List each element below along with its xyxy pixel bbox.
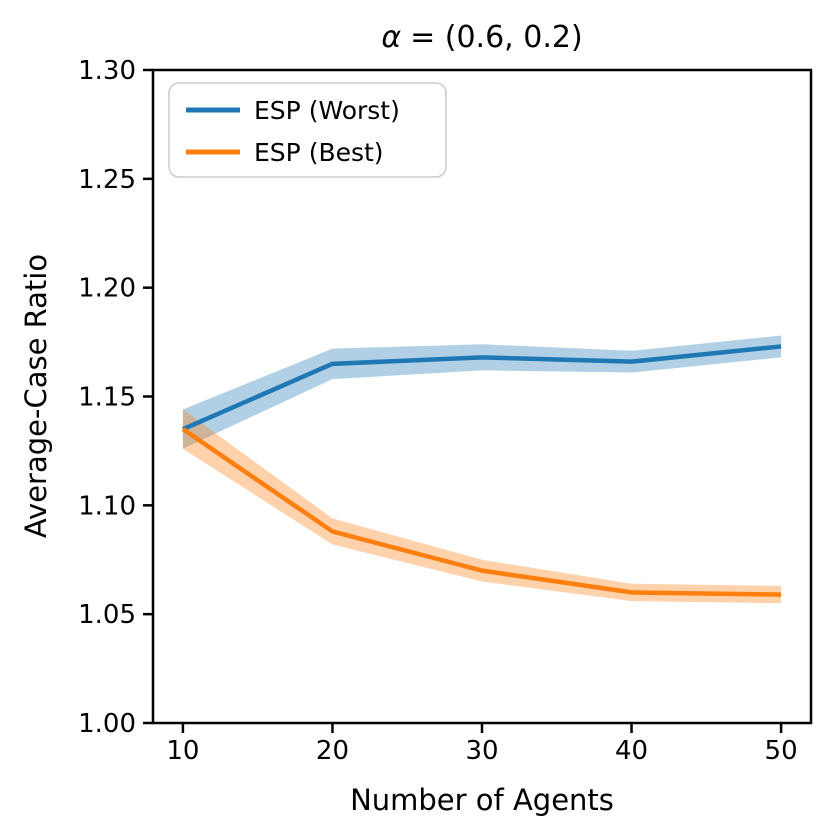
x-axis-label: Number of Agents (350, 783, 614, 817)
legend: ESP (Worst) ESP (Best) (168, 82, 447, 178)
x-tick-label: 10 (166, 736, 199, 766)
axes (143, 68, 813, 733)
tick-labels: 10 20 30 40 50 1.00 1.05 1.10 1.15 1.20 1.25 1.30 (78, 56, 798, 766)
chart-title-alpha: α (381, 20, 401, 55)
data-lines (181, 344, 782, 597)
y-tick-label: 1.05 (78, 600, 136, 630)
y-tick-label: 1.25 (78, 165, 136, 195)
x-tick-label: 50 (765, 736, 798, 766)
x-tick-label: 40 (615, 736, 648, 766)
confidence-bands (182, 335, 782, 604)
x-tick-label: 20 (316, 736, 349, 766)
x-tick-label: 30 (465, 736, 498, 766)
band-1 (182, 409, 782, 604)
legend-label-1: ESP (Best) (254, 138, 384, 167)
legend-label-0: ESP (Worst) (254, 96, 400, 125)
line-1 (181, 427, 782, 597)
y-tick-label: 1.10 (78, 491, 136, 521)
line-0 (182, 344, 782, 432)
chart-title-rest: = (0.6, 0.2) (410, 20, 583, 55)
y-tick-label: 1.20 (78, 274, 136, 304)
chart-title: α = (0.6, 0.2) (381, 20, 582, 55)
y-tick-label: 1.30 (78, 56, 136, 86)
y-tick-label: 1.15 (78, 383, 136, 413)
y-tick-label: 1.00 (78, 709, 136, 739)
y-axis-label: Average-Case Ratio (19, 254, 53, 538)
